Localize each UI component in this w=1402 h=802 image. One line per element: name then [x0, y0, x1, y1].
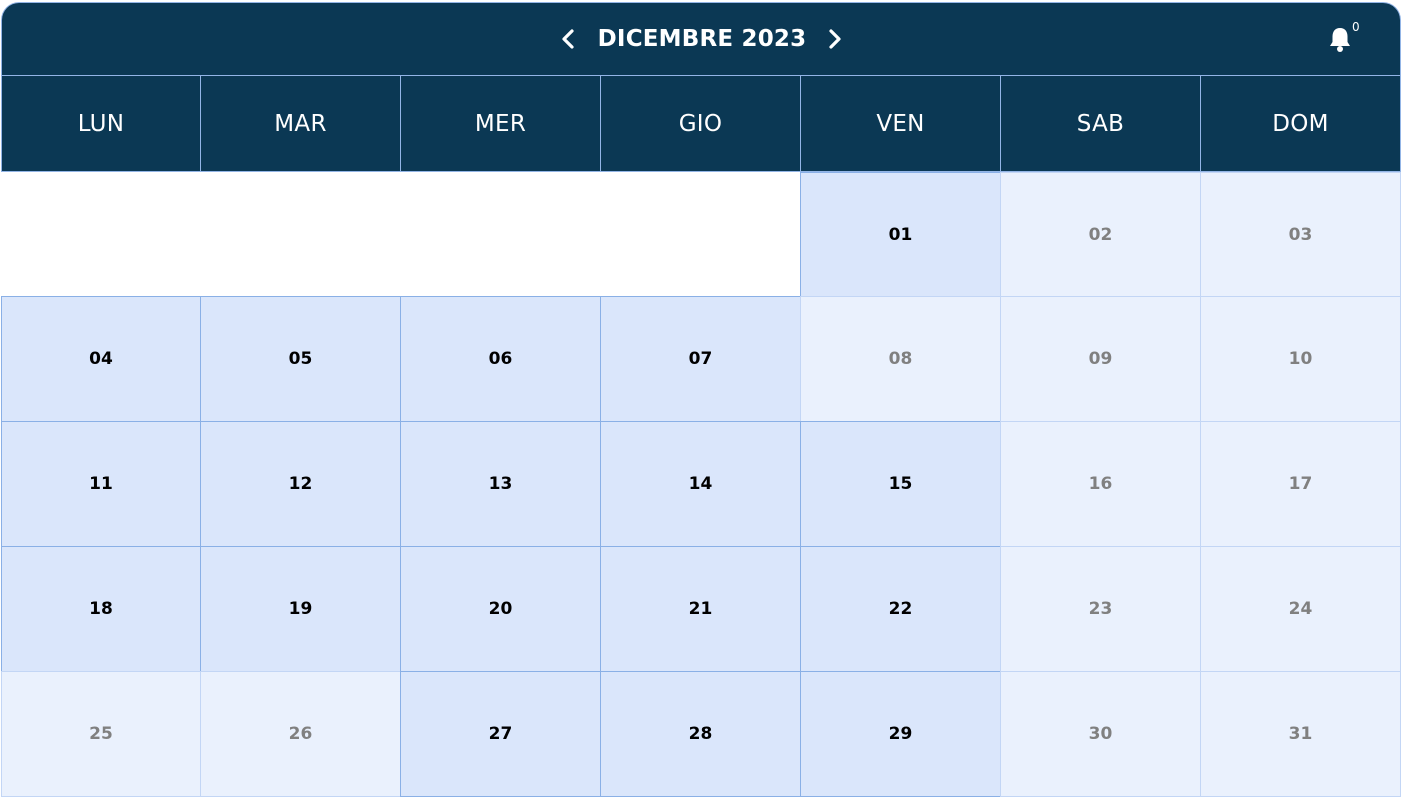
- month-title: DICEMBRE 2023: [597, 26, 807, 52]
- weekday-label: DOM: [1200, 75, 1401, 172]
- day-number: 29: [888, 724, 913, 744]
- weekday-label: GIO: [600, 75, 801, 172]
- day-cell-10[interactable]: 10: [1200, 296, 1401, 422]
- day-cell-17[interactable]: 17: [1200, 421, 1401, 547]
- day-cell-19[interactable]: 19: [200, 546, 401, 672]
- day-cell-20[interactable]: 20: [400, 546, 601, 672]
- day-number: 13: [488, 474, 513, 494]
- weekday-label: MAR: [200, 75, 401, 172]
- day-cell-31[interactable]: 31: [1200, 671, 1401, 797]
- day-cell-12[interactable]: 12: [200, 421, 401, 547]
- day-number: 21: [688, 599, 713, 619]
- day-cell-29[interactable]: 29: [800, 671, 1001, 797]
- day-cell-07[interactable]: 07: [600, 296, 801, 422]
- day-cell-16[interactable]: 16: [1000, 421, 1201, 547]
- day-cell-05[interactable]: 05: [200, 296, 401, 422]
- day-number: 16: [1088, 474, 1113, 494]
- day-grid: 01 02 03 04 05 06 07 08 09 10 11 12 13 14 15 16 17 18 19 20…: [1, 172, 1401, 798]
- day-cell-25[interactable]: 25: [1, 671, 201, 797]
- day-cell-06[interactable]: 06: [400, 296, 601, 422]
- day-number: 27: [488, 724, 513, 744]
- day-number: 15: [888, 474, 913, 494]
- day-number: 09: [1088, 349, 1113, 369]
- day-number: 10: [1288, 349, 1313, 369]
- day-cell-22[interactable]: 22: [800, 546, 1001, 672]
- day-cell-26[interactable]: 26: [200, 671, 401, 797]
- day-number: 11: [89, 474, 113, 494]
- day-number: 25: [89, 724, 113, 744]
- weekday-label: VEN: [800, 75, 1001, 172]
- day-cell-30[interactable]: 30: [1000, 671, 1201, 797]
- day-number: 18: [89, 599, 113, 619]
- day-cell-11[interactable]: 11: [1, 421, 201, 547]
- day-cell-14[interactable]: 14: [600, 421, 801, 547]
- day-cell-21[interactable]: 21: [600, 546, 801, 672]
- next-month-button[interactable]: [817, 21, 853, 57]
- day-number: 30: [1088, 724, 1113, 744]
- day-number: 04: [89, 349, 113, 369]
- empty-day-cell: [400, 172, 601, 297]
- calendar-header: DICEMBRE 2023 0: [1, 2, 1401, 75]
- day-number: 03: [1288, 224, 1313, 245]
- day-cell-02[interactable]: 02: [1000, 172, 1201, 297]
- day-number: 12: [288, 474, 313, 494]
- notification-count: 0: [1352, 20, 1360, 34]
- day-number: 17: [1288, 474, 1313, 494]
- chevron-left-icon: [562, 29, 574, 49]
- day-cell-04[interactable]: 04: [1, 296, 201, 422]
- day-cell-18[interactable]: 18: [1, 546, 201, 672]
- prev-month-button[interactable]: [550, 21, 586, 57]
- day-number: 28: [688, 724, 713, 744]
- day-cell-28[interactable]: 28: [600, 671, 801, 797]
- day-number: 22: [888, 599, 913, 619]
- day-number: 08: [888, 349, 913, 369]
- chevron-right-icon: [829, 29, 841, 49]
- day-number: 26: [288, 724, 313, 744]
- day-number: 07: [688, 349, 713, 369]
- day-number: 05: [288, 349, 313, 369]
- day-cell-09[interactable]: 09: [1000, 296, 1201, 422]
- notifications-button[interactable]: [1324, 24, 1356, 56]
- day-number: 02: [1088, 224, 1113, 245]
- day-cell-01[interactable]: 01: [800, 172, 1001, 297]
- weekday-label: MER: [400, 75, 601, 172]
- day-cell-13[interactable]: 13: [400, 421, 601, 547]
- day-cell-08[interactable]: 08: [800, 296, 1001, 422]
- day-number: 14: [688, 474, 713, 494]
- day-cell-27[interactable]: 27: [400, 671, 601, 797]
- day-number: 06: [488, 349, 513, 369]
- day-number: 23: [1088, 599, 1113, 619]
- bell-icon: [1330, 28, 1350, 52]
- weekday-header-row: LUN MAR MER GIO VEN SAB DOM: [1, 75, 1401, 172]
- day-number: 19: [288, 599, 313, 619]
- weekday-label: SAB: [1000, 75, 1201, 172]
- day-cell-23[interactable]: 23: [1000, 546, 1201, 672]
- day-number: 24: [1288, 599, 1313, 619]
- day-number: 01: [888, 224, 913, 245]
- day-cell-15[interactable]: 15: [800, 421, 1001, 547]
- day-number: 31: [1288, 724, 1313, 744]
- empty-day-cell: [600, 172, 801, 297]
- day-number: 20: [488, 599, 513, 619]
- weekday-label: LUN: [1, 75, 201, 172]
- day-cell-03[interactable]: 03: [1200, 172, 1401, 297]
- empty-day-cell: [1, 172, 201, 297]
- day-cell-24[interactable]: 24: [1200, 546, 1401, 672]
- empty-day-cell: [200, 172, 401, 297]
